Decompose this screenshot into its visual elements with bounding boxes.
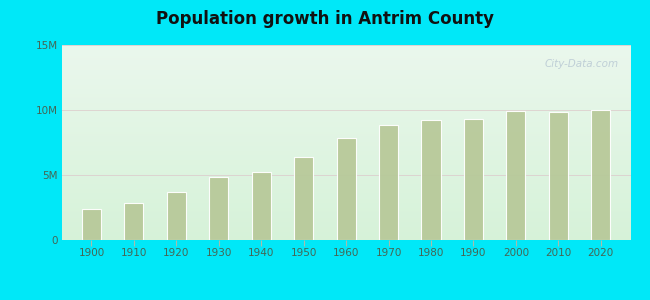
Text: Population growth in Antrim County: Population growth in Antrim County [156,11,494,28]
Bar [252,172,271,240]
Text: City-Data.com: City-Data.com [545,58,619,69]
Bar [506,111,525,240]
Bar [421,120,441,240]
Bar [592,110,610,240]
Bar [379,124,398,240]
Bar [209,177,228,240]
Bar [464,119,483,240]
Bar [549,112,568,240]
Bar [294,157,313,240]
Bar [124,203,144,240]
Bar [337,138,356,240]
Bar [82,208,101,240]
Bar [167,192,186,240]
